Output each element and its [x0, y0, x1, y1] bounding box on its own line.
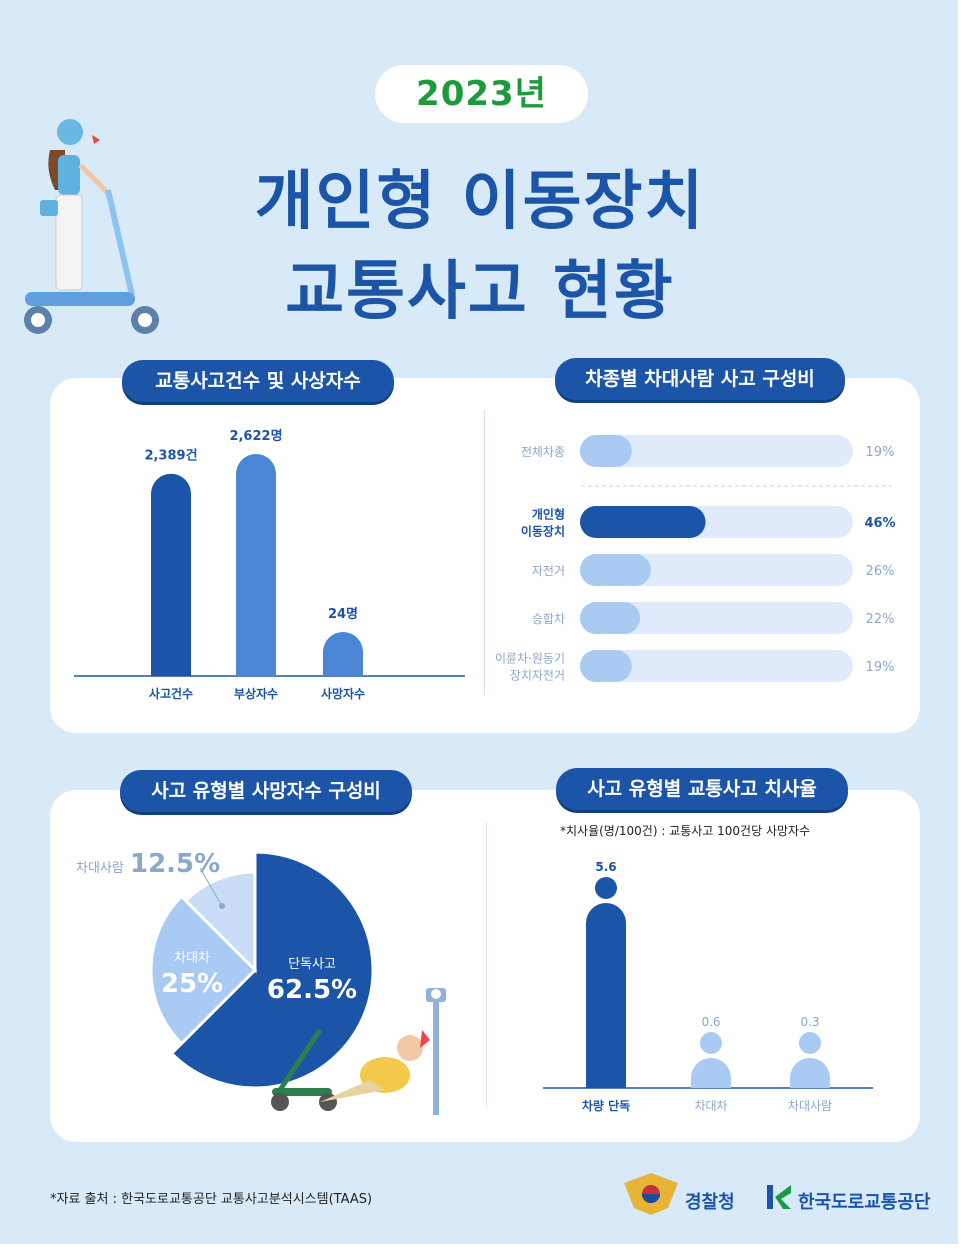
slice-value-label: 62.5%: [267, 975, 357, 1005]
card-divider: [484, 410, 485, 695]
bar: [580, 554, 651, 586]
category-label: 이륜차·원동기: [495, 652, 565, 666]
fallen-rider-illustration: [271, 988, 446, 1115]
bar: [236, 454, 276, 676]
data-label: 22%: [866, 612, 895, 627]
chart-fatality-rate: 5.6 차량 단독 0.6 차대차 0.3 차대사람: [543, 860, 873, 1113]
category-label: 부상자수: [234, 686, 278, 701]
data-label: 2,389건: [144, 448, 197, 464]
data-label: 5.6: [595, 860, 616, 874]
bar: [586, 903, 626, 1088]
slice-category-label: 차대사람: [76, 861, 124, 876]
card-divider-bottom: [486, 822, 487, 1107]
pie-slice: [183, 870, 257, 974]
koroad-logo-text: 한국도로교통공단: [798, 1192, 931, 1213]
category-label: 승합차: [532, 612, 565, 626]
data-label: 19%: [866, 445, 895, 460]
chart-death-share: 단독사고 62.5% 차대차 25% 차대사람 12.5%: [76, 849, 446, 1115]
police-logo-text: 경찰청: [685, 1192, 735, 1213]
section-pill-death-share: 사고 유형별 사망자수 구성비: [120, 770, 412, 812]
category-label: 이동장치: [521, 524, 565, 539]
pie-slice: [149, 894, 258, 1046]
slice-value-label: 12.5%: [130, 849, 220, 879]
page-title-line1: 개인형 이동장치: [254, 165, 706, 239]
leader-line: [199, 867, 223, 907]
category-label: 개인형: [532, 507, 565, 522]
category-label: 사고건수: [149, 686, 193, 701]
slice-category-label: 차대차: [174, 951, 210, 966]
slice-category-label: 단독사고: [288, 957, 336, 972]
category-label: 차량 단독: [582, 1098, 630, 1113]
bar: [790, 1058, 830, 1088]
data-label: 19%: [866, 660, 895, 675]
bar: [151, 473, 191, 676]
bar-head: [700, 1032, 722, 1054]
bar: [580, 435, 632, 467]
pie-slice: [169, 850, 375, 1090]
category-label: 자전거: [532, 564, 565, 578]
category-label: 차대차: [694, 1099, 727, 1113]
bar: [580, 602, 641, 634]
data-label: 0.3: [800, 1015, 819, 1029]
fatality-note: *치사율(명/100건) : 교통사고 100건당 사망자수: [560, 824, 811, 838]
category-label: 사망자수: [321, 686, 365, 701]
section-pill-fatality-rate: 사고 유형별 교통사고 치사율: [556, 768, 848, 810]
bar-track: [580, 650, 853, 682]
bar-head: [595, 877, 617, 899]
bar: [691, 1058, 731, 1088]
section-pill-accidents: 교통사고건수 및 사상자수: [122, 360, 394, 402]
leader-dot: [219, 903, 225, 909]
category-label: 장치자전거: [510, 669, 565, 683]
year-badge: 2023년: [375, 65, 588, 123]
data-label: 46%: [864, 516, 895, 531]
data-label: 26%: [866, 564, 895, 579]
bar: [580, 650, 632, 682]
scooter-rider-illustration: [24, 119, 159, 334]
koroad-logo-icon: [767, 1185, 791, 1209]
police-emblem-icon: [624, 1173, 678, 1215]
category-label: 전체차종: [521, 445, 565, 459]
page-title-line2: 교통사고 현황: [285, 255, 675, 329]
data-label: 0.6: [701, 1015, 720, 1029]
data-label: 2,622명: [229, 428, 282, 444]
bar-track: [580, 435, 853, 467]
source-note: *자료 출처 : 한국도로교통공단 교통사고분석시스템(TAAS): [50, 1192, 373, 1207]
category-label: 차대사람: [788, 1099, 832, 1113]
bar-head: [799, 1032, 821, 1054]
bar: [580, 506, 706, 538]
slice-value-label: 25%: [161, 969, 223, 999]
bar-track: [580, 602, 853, 634]
bar: [323, 632, 363, 676]
data-label: 24명: [328, 606, 358, 622]
section-pill-vehicle-share: 차종별 차대사람 사고 구성비: [555, 358, 845, 400]
